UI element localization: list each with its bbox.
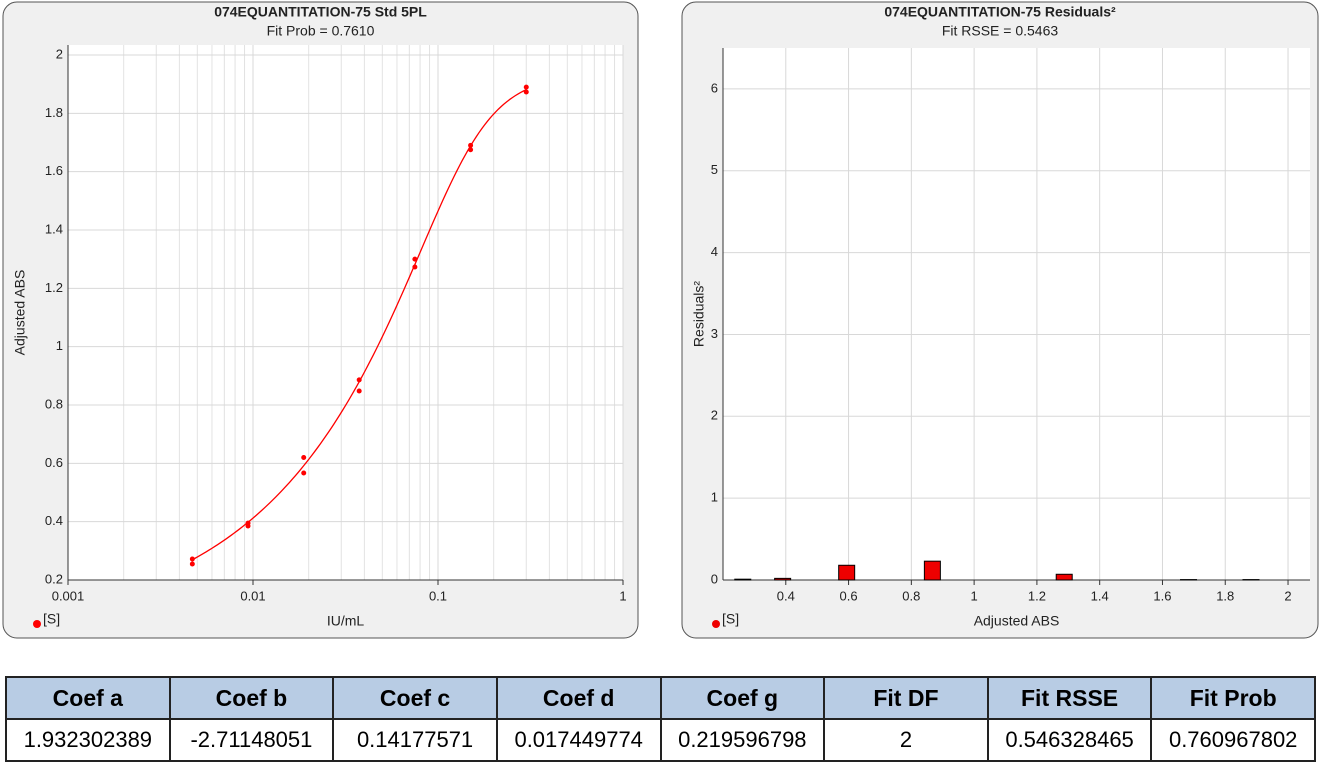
table-cell: 1.932302389 — [5, 718, 171, 762]
header-cell: Coef c — [332, 676, 498, 720]
data-point — [356, 388, 362, 394]
data-point — [301, 455, 307, 460]
header-cell: Fit DF — [823, 676, 989, 720]
y-tick-label: 0.2 — [45, 571, 63, 586]
coef-table: Coef a Coef b Coef c Coef d Coef g Fit DF Fit … — [5, 676, 1316, 762]
data-row: 1.932302389 -2.71148051 0.14177571 0.017449… — [5, 718, 1316, 762]
bar — [923, 560, 941, 581]
plot-area — [68, 45, 623, 580]
x-tick-label: 1 — [971, 588, 978, 603]
data-point — [245, 523, 251, 529]
data-point — [356, 377, 362, 383]
data-point — [523, 84, 529, 90]
x-tick-label: 0.4 — [777, 588, 795, 603]
y-tick-label: 6 — [711, 80, 718, 95]
bar — [734, 578, 752, 581]
x-tick-label: 0.01 — [240, 588, 265, 603]
x-tick-label: 2 — [1284, 588, 1291, 603]
y-tick-label: 4 — [711, 244, 718, 259]
y-tick-label: 2 — [56, 46, 63, 61]
header-cell: Coef b — [168, 676, 335, 720]
y-tick-label: 0.8 — [45, 396, 63, 411]
y-tick-label: 0 — [711, 571, 718, 586]
y-tick-label: 0.6 — [45, 455, 63, 470]
x-tick-label: 1.2 — [1028, 588, 1046, 603]
y-tick-label: 0.4 — [45, 513, 63, 528]
bar — [1055, 573, 1073, 581]
chart-title: 074EQUANTITATION-75 Std 5PL — [214, 4, 427, 20]
y-tick-label: 1.2 — [45, 280, 63, 295]
data-point — [523, 89, 529, 95]
legend-marker — [33, 620, 41, 628]
table-cell: -2.71148051 — [168, 718, 335, 762]
legend-label: [S] — [43, 611, 60, 627]
data-point — [412, 264, 418, 270]
legend-label: [S] — [722, 611, 739, 627]
y-tick-label: 1.8 — [45, 105, 63, 120]
bar — [838, 564, 856, 581]
chart-subtitle: Fit RSSE = 0.5463 — [942, 23, 1059, 39]
x-tick-label: 0.001 — [52, 588, 85, 603]
y-tick-label: 5 — [711, 162, 718, 177]
table-cell: 0.760967802 — [1150, 718, 1316, 762]
x-tick-label: 1.4 — [1091, 588, 1109, 603]
y-tick-label: 1.4 — [45, 221, 63, 236]
chart-title: 074EQUANTITATION-75 Residuals² — [884, 4, 1116, 20]
plot-area — [723, 48, 1310, 580]
x-tick-label: 0.1 — [429, 588, 447, 603]
header-cell: Fit Prob — [1150, 676, 1316, 720]
bar — [774, 577, 792, 581]
header-cell: Coef d — [495, 676, 662, 720]
chart-subtitle: Fit Prob = 0.7610 — [267, 23, 375, 39]
header-cell: Coef g — [659, 676, 826, 720]
y-tick-label: 1.6 — [45, 163, 63, 178]
legend-marker — [712, 620, 720, 628]
data-point — [468, 147, 474, 153]
data-point — [189, 556, 195, 562]
table-cell: 0.017449774 — [495, 718, 662, 762]
charts: 074EQUANTITATION-75 Std 5PL Fit Prob = 0.… — [2, 1, 1319, 639]
y-axis-label: Residuals² — [691, 281, 707, 347]
table-cell: 0.14177571 — [332, 718, 498, 762]
data-point — [468, 142, 474, 148]
header-cell: Fit RSSE — [986, 676, 1153, 720]
x-tick-label: 1 — [619, 588, 626, 603]
x-tick-label: 1.8 — [1216, 588, 1234, 603]
header-cell: Coef a — [5, 676, 171, 720]
table-cell: 2 — [823, 718, 989, 762]
y-tick-label: 3 — [711, 326, 718, 341]
y-tick-label: 2 — [711, 408, 718, 423]
x-tick-label: 1.6 — [1153, 588, 1171, 603]
header-row: Coef a Coef b Coef c Coef d Coef g Fit DF Fit … — [5, 676, 1316, 720]
y-tick-label: 1 — [711, 490, 718, 505]
x-axis-label: Adjusted ABS — [974, 613, 1060, 629]
table-cell: 0.219596798 — [659, 718, 826, 762]
table-cell: 0.546328465 — [986, 718, 1153, 762]
y-axis-label: Adjusted ABS — [12, 270, 28, 356]
x-tick-label: 0.6 — [840, 588, 858, 603]
x-axis-label: IU/mL — [327, 613, 365, 629]
data-point — [412, 256, 418, 262]
data-point — [301, 470, 307, 476]
data-point — [189, 561, 195, 567]
y-tick-label: 1 — [56, 338, 63, 353]
x-tick-label: 0.8 — [902, 588, 920, 603]
